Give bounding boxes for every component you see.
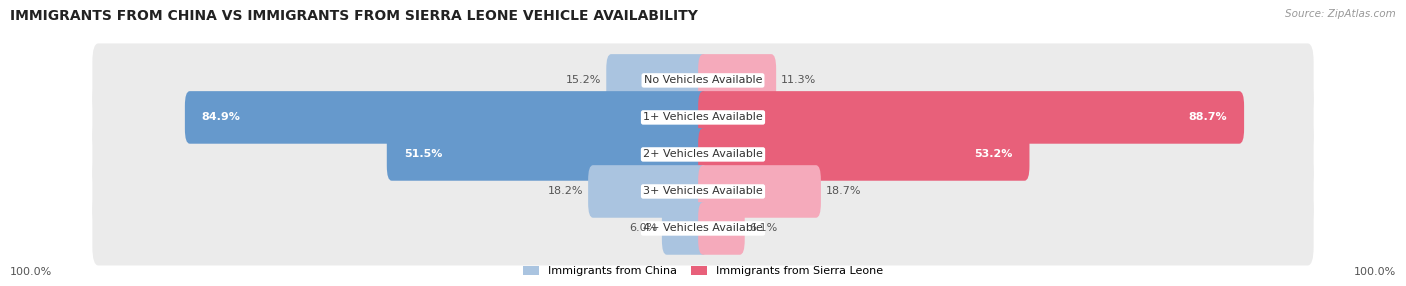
Text: 51.5%: 51.5% [404,150,441,159]
FancyBboxPatch shape [606,54,707,107]
Text: 18.2%: 18.2% [548,186,583,196]
Text: 11.3%: 11.3% [780,76,817,86]
FancyBboxPatch shape [93,80,1313,154]
FancyBboxPatch shape [588,165,707,218]
Text: No Vehicles Available: No Vehicles Available [644,76,762,86]
Text: 15.2%: 15.2% [567,76,602,86]
Text: Source: ZipAtlas.com: Source: ZipAtlas.com [1285,9,1396,19]
Text: IMMIGRANTS FROM CHINA VS IMMIGRANTS FROM SIERRA LEONE VEHICLE AVAILABILITY: IMMIGRANTS FROM CHINA VS IMMIGRANTS FROM… [10,9,697,23]
FancyBboxPatch shape [93,118,1313,191]
Text: 88.7%: 88.7% [1188,112,1227,122]
Text: 84.9%: 84.9% [202,112,240,122]
FancyBboxPatch shape [93,191,1313,265]
FancyBboxPatch shape [662,202,707,255]
FancyBboxPatch shape [699,54,776,107]
FancyBboxPatch shape [699,91,1244,144]
Text: 4+ Vehicles Available: 4+ Vehicles Available [643,223,763,233]
Text: 6.0%: 6.0% [628,223,657,233]
FancyBboxPatch shape [699,202,745,255]
Text: 100.0%: 100.0% [1354,267,1396,277]
Text: 3+ Vehicles Available: 3+ Vehicles Available [643,186,763,196]
FancyBboxPatch shape [93,154,1313,229]
FancyBboxPatch shape [699,165,821,218]
FancyBboxPatch shape [184,91,707,144]
Text: 53.2%: 53.2% [974,150,1012,159]
FancyBboxPatch shape [699,128,1029,181]
FancyBboxPatch shape [93,43,1313,118]
FancyBboxPatch shape [387,128,707,181]
Text: 2+ Vehicles Available: 2+ Vehicles Available [643,150,763,159]
Text: 100.0%: 100.0% [10,267,52,277]
Text: 1+ Vehicles Available: 1+ Vehicles Available [643,112,763,122]
Text: 6.1%: 6.1% [749,223,778,233]
Legend: Immigrants from China, Immigrants from Sierra Leone: Immigrants from China, Immigrants from S… [519,261,887,281]
Text: 18.7%: 18.7% [825,186,862,196]
